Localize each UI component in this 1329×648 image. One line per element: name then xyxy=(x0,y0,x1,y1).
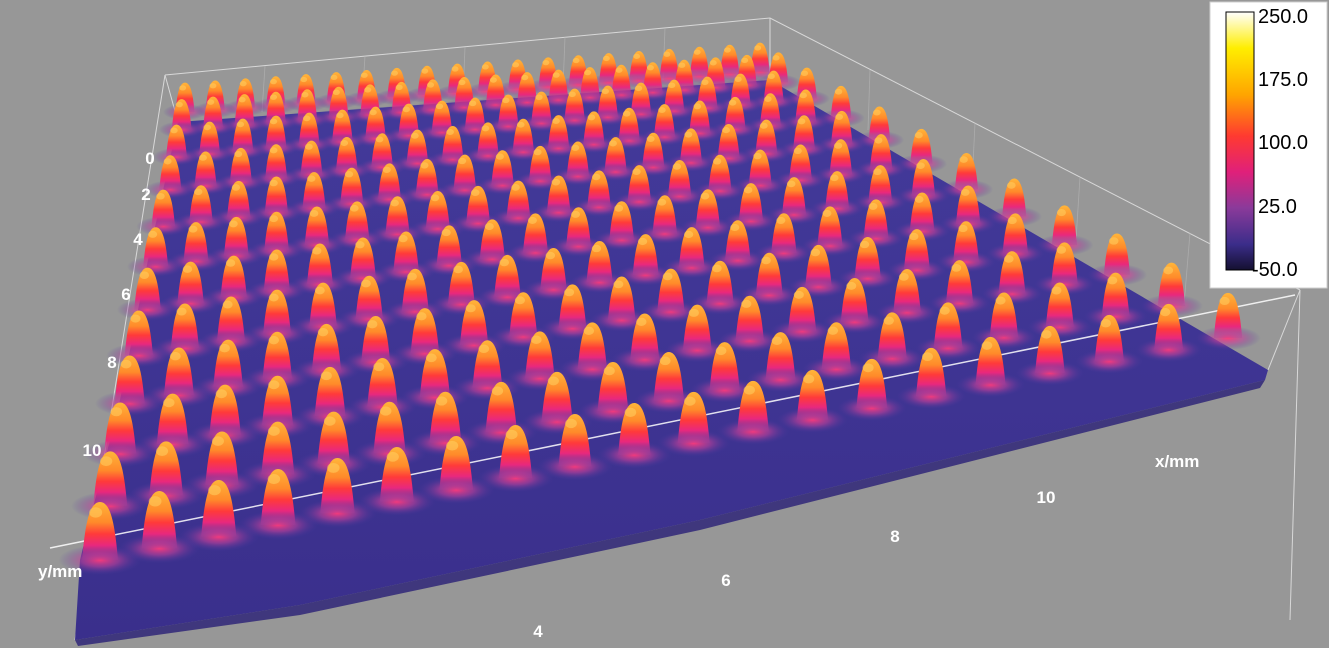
peak xyxy=(116,267,179,321)
peak xyxy=(537,413,613,481)
peak xyxy=(893,192,951,242)
colorbar-tick-label: 25.0 xyxy=(1258,196,1297,218)
peak xyxy=(689,260,752,315)
peak xyxy=(896,347,967,410)
y-axis: 0 2 4 6 8 10 y/mm xyxy=(38,149,155,581)
floor-reference-line xyxy=(49,294,1296,549)
peak xyxy=(183,431,261,499)
peak xyxy=(238,468,319,540)
peak xyxy=(611,313,679,372)
peak xyxy=(1083,272,1148,329)
peak xyxy=(392,308,458,366)
x-tick-label: 8 xyxy=(890,527,899,546)
peak xyxy=(664,304,731,363)
peak xyxy=(895,128,948,174)
peak xyxy=(136,393,210,458)
peak xyxy=(615,234,676,286)
peak xyxy=(417,435,495,505)
x-axis: 4 6 8 10 x/mm xyxy=(533,452,1199,641)
peak xyxy=(814,139,867,185)
peak xyxy=(1034,242,1095,296)
peak xyxy=(746,332,815,393)
colorbar-tick-label: 175.0 xyxy=(1258,69,1308,91)
peak xyxy=(593,201,650,251)
peak xyxy=(136,189,191,237)
peak xyxy=(58,502,142,576)
peak xyxy=(738,252,800,307)
peak xyxy=(127,227,185,277)
peak xyxy=(1135,303,1202,362)
x-tick-label: 4 xyxy=(533,622,543,641)
peak xyxy=(956,336,1026,398)
peak xyxy=(690,342,760,403)
colorbar-tick-label: -50.0 xyxy=(1252,259,1298,281)
peak xyxy=(836,358,908,422)
x-tick-label: 6 xyxy=(721,571,730,590)
y-tick-label: 0 xyxy=(145,149,154,168)
peaks-layer xyxy=(58,42,1261,576)
colorbar-gradient xyxy=(1225,11,1255,271)
peak xyxy=(357,446,436,516)
colorbar: 250.0 175.0 100.0 25.0 -50.0 xyxy=(1209,1,1328,289)
peak xyxy=(940,185,997,235)
peak xyxy=(329,201,386,250)
peak xyxy=(717,295,783,353)
peak xyxy=(639,268,703,324)
peak xyxy=(653,159,707,206)
peak xyxy=(716,380,790,445)
peak xyxy=(347,357,418,420)
y-axis-label: y/mm xyxy=(38,562,82,581)
x-axis-label: x/mm xyxy=(1155,452,1199,471)
peak xyxy=(766,177,822,225)
peak xyxy=(297,457,378,528)
peak xyxy=(936,221,996,273)
peak xyxy=(915,302,982,361)
x-tick-label: 10 xyxy=(1037,488,1056,507)
y-tick-label: 8 xyxy=(107,353,116,372)
peak xyxy=(1195,292,1261,350)
peak xyxy=(477,424,554,493)
peak xyxy=(174,185,228,232)
peak xyxy=(656,391,731,457)
y-tick-label: 2 xyxy=(141,185,150,204)
y-tick-label: 10 xyxy=(83,441,102,460)
peak xyxy=(776,369,849,433)
peak xyxy=(95,355,165,417)
peak xyxy=(1075,314,1143,374)
colorbar-tick-label: 100.0 xyxy=(1258,132,1308,154)
y-tick-label: 6 xyxy=(121,285,130,304)
peak xyxy=(71,451,150,521)
peak xyxy=(321,136,372,180)
colorbar-tick-label: 250.0 xyxy=(1258,6,1308,28)
peak xyxy=(597,402,672,469)
y-tick-label: 4 xyxy=(133,230,143,249)
peak xyxy=(1015,325,1084,386)
